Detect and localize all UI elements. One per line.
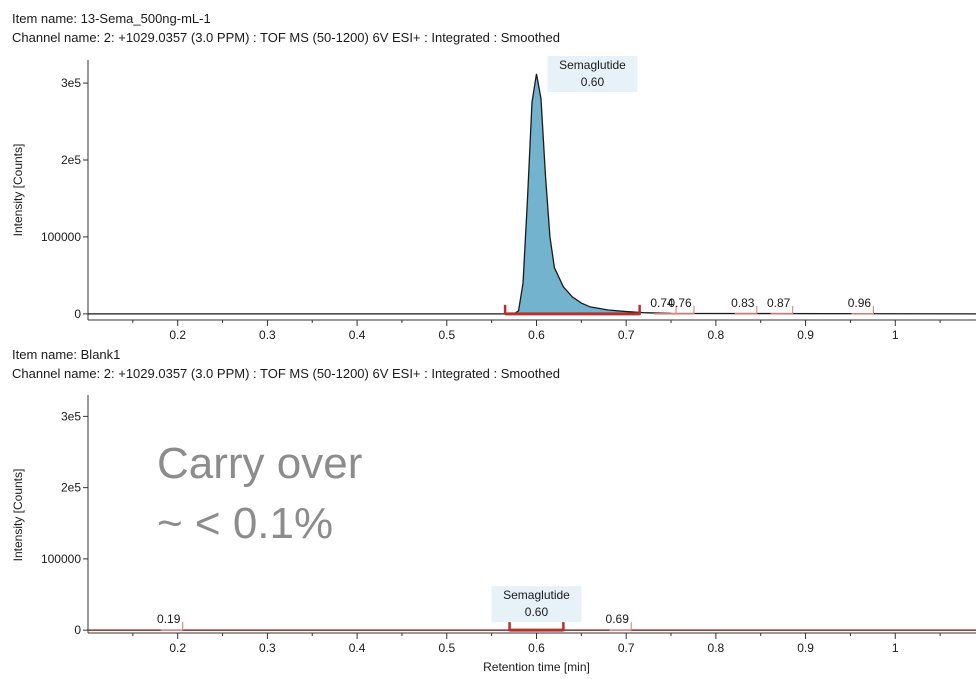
x-tick-label: 0.4 [349, 328, 366, 342]
peak-area-fill [505, 73, 640, 314]
peak-rt-label: 0.60 [581, 75, 605, 89]
plot-area-blank: 0 100000 2e5 3e5 0.2 0.3 0.4 0.5 0.6 0.7 0.8 0.9 1 In… [11, 395, 976, 674]
x-tick-label: 0.7 [618, 641, 635, 655]
x-tick-label: 0.6 [528, 641, 545, 655]
minor-peak-label: 0.69 [606, 612, 630, 626]
x-tick-label: 0.6 [528, 328, 545, 342]
y-tick-label: 0 [74, 307, 81, 321]
x-tick-label: 0.8 [708, 328, 725, 342]
minor-peak-label: 0.96 [848, 296, 872, 310]
panel-blank: Item name: Blank1 Channel name: 2: +1029… [11, 347, 976, 674]
carry-over-annotation: ~ < 0.1% [157, 499, 333, 548]
x-tick-label: 0.5 [438, 641, 455, 655]
minor-peak-label: 0.76 [668, 296, 692, 310]
peak-name-label: Semaglutide [559, 58, 626, 72]
x-tick-label: 0.8 [708, 641, 725, 655]
y-tick-label: 2e5 [61, 481, 81, 495]
carry-over-annotation: Carry over [157, 439, 362, 488]
minor-peak-label: 0.83 [731, 296, 755, 310]
y-tick-label: 3e5 [61, 76, 81, 90]
y-tick-label: 3e5 [61, 409, 81, 423]
chromatogram-trace [88, 73, 976, 315]
item-name-label: Item name: 13-Sema_500ng-mL-1 [12, 11, 211, 26]
y-tick-label: 2e5 [61, 153, 81, 167]
panel-sample: Item name: 13-Sema_500ng-mL-1 Channel na… [11, 11, 976, 342]
peak-rt-label: 0.60 [525, 605, 549, 619]
channel-name-label: Channel name: 2: +1029.0357 (3.0 PPM) : … [12, 366, 560, 381]
y-tick-label: 0 [74, 623, 81, 637]
y-tick-label: 100000 [41, 230, 81, 244]
x-tick-label: 0.7 [618, 328, 635, 342]
x-tick-label: 0.2 [169, 328, 186, 342]
x-tick-label: 1 [892, 641, 899, 655]
minor-peak-label: 0.74 [650, 296, 674, 310]
y-axis-label: Intensity [Counts] [11, 469, 25, 562]
channel-name-label: Channel name: 2: +1029.0357 (3.0 PPM) : … [12, 30, 560, 45]
x-tick-label: 0.5 [438, 328, 455, 342]
y-tick-label: 100000 [41, 552, 81, 566]
x-tick-label: 0.3 [259, 328, 276, 342]
peak-label-background [547, 56, 638, 92]
minor-peak-label: 0.87 [767, 296, 791, 310]
x-axis-label: Retention time [min] [483, 660, 590, 674]
x-tick-label: 0.3 [259, 641, 276, 655]
minor-peak-label: 0.19 [157, 612, 181, 626]
peak-name-label: Semaglutide [503, 588, 570, 602]
x-tick-label: 1 [892, 328, 899, 342]
x-tick-label: 0.9 [797, 641, 814, 655]
x-tick-label: 0.4 [349, 641, 366, 655]
y-axis-label: Intensity [Counts] [11, 144, 25, 237]
x-tick-label: 0.9 [797, 328, 814, 342]
plot-area-sample: 0 100000 2e5 3e5 0.2 0.3 0.4 0.5 0.6 0.7 0.8 0.9 1 In… [11, 56, 976, 342]
item-name-label: Item name: Blank1 [12, 347, 120, 362]
peak-label-background [491, 586, 582, 623]
x-tick-label: 0.2 [169, 641, 186, 655]
